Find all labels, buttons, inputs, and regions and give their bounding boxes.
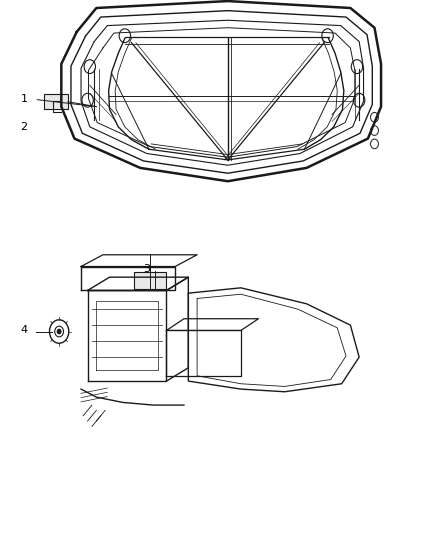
Text: 2: 2: [21, 122, 28, 132]
Text: 3: 3: [143, 264, 150, 274]
Bar: [134, 272, 166, 289]
Circle shape: [57, 329, 61, 334]
Text: 4: 4: [21, 326, 28, 335]
Bar: [44, 94, 68, 109]
Text: 1: 1: [21, 94, 28, 103]
